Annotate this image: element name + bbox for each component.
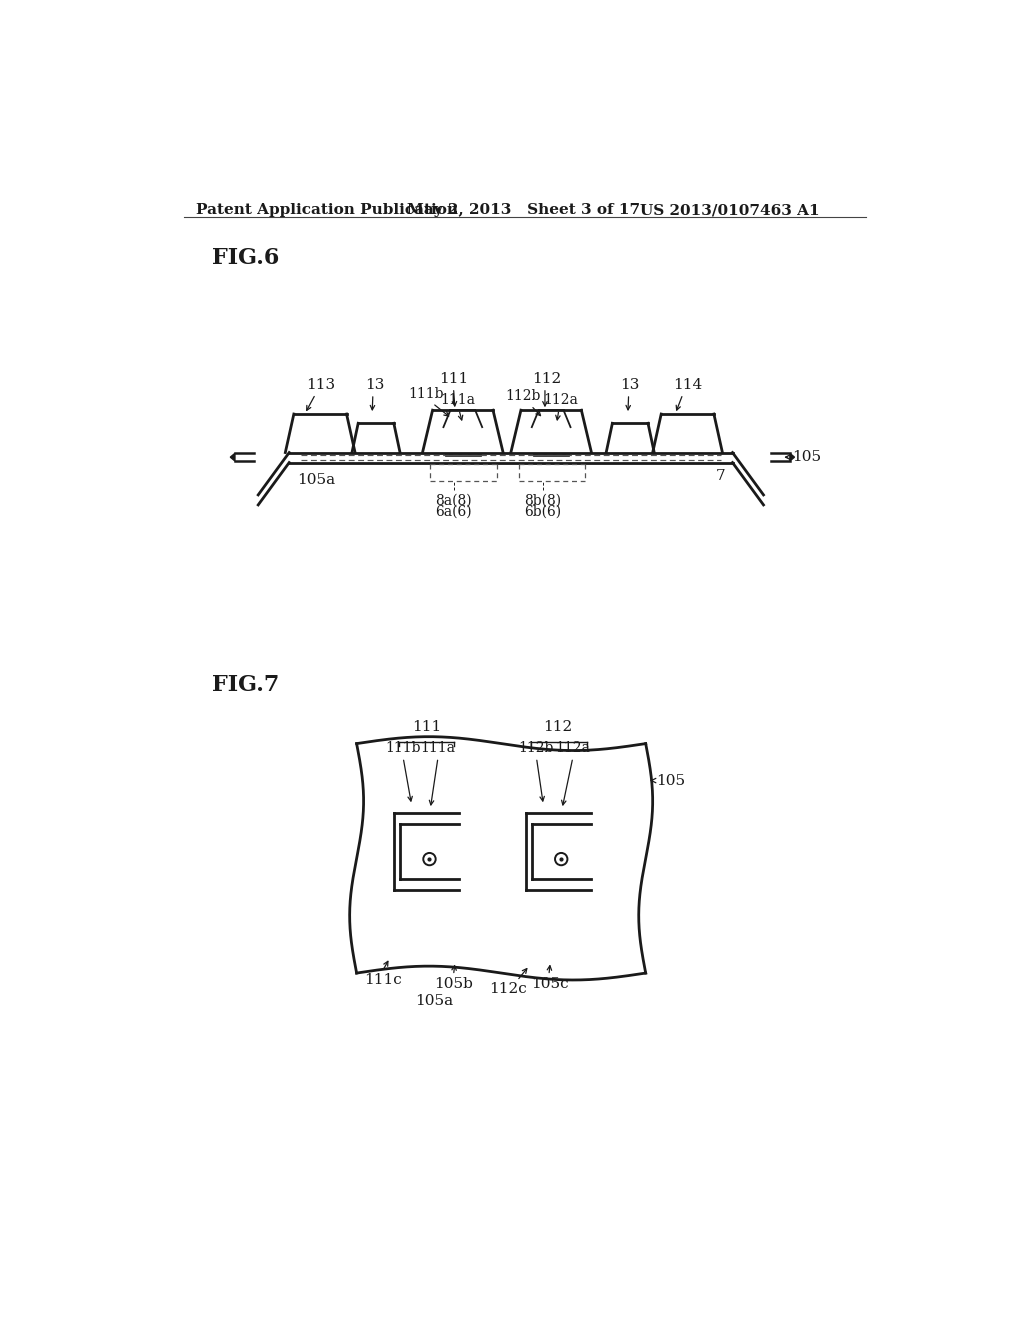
Text: 111: 111: [439, 371, 468, 385]
Text: 113: 113: [305, 378, 335, 392]
Text: 13: 13: [365, 378, 384, 392]
Text: 105c: 105c: [531, 977, 569, 991]
Text: 111c: 111c: [365, 973, 402, 987]
Text: May 2, 2013   Sheet 3 of 17: May 2, 2013 Sheet 3 of 17: [407, 203, 640, 216]
Text: 6b(6): 6b(6): [524, 506, 561, 519]
Text: 112c: 112c: [488, 982, 526, 997]
Text: 105a: 105a: [297, 473, 335, 487]
Text: 111: 111: [412, 721, 441, 734]
Text: 112a: 112a: [555, 741, 590, 755]
Text: FIG.7: FIG.7: [212, 675, 280, 697]
Bar: [445, 453, 480, 457]
Text: 105a: 105a: [415, 994, 454, 1008]
Text: 111b: 111b: [385, 741, 421, 755]
Text: 13: 13: [621, 378, 640, 392]
Text: 6a(6): 6a(6): [435, 506, 472, 519]
Text: 105b: 105b: [434, 977, 473, 991]
Text: 105: 105: [656, 774, 686, 788]
Text: 112b: 112b: [506, 389, 541, 404]
Text: 111a: 111a: [421, 741, 456, 755]
Text: 112b: 112b: [519, 741, 554, 755]
Text: 112a: 112a: [543, 393, 578, 407]
Text: FIG.6: FIG.6: [212, 247, 280, 269]
Text: Patent Application Publication: Patent Application Publication: [197, 203, 458, 216]
Text: 111b: 111b: [409, 387, 444, 401]
Text: 114: 114: [673, 378, 702, 392]
Polygon shape: [790, 453, 795, 461]
Bar: [534, 453, 569, 457]
Text: 112: 112: [531, 371, 561, 385]
Text: 8a(8): 8a(8): [435, 494, 472, 507]
Text: 111a: 111a: [440, 393, 475, 407]
Text: 105: 105: [793, 450, 821, 465]
Polygon shape: [230, 453, 234, 461]
Text: 112: 112: [544, 721, 572, 734]
Text: 8b(8): 8b(8): [524, 494, 561, 507]
Text: US 2013/0107463 A1: US 2013/0107463 A1: [640, 203, 819, 216]
Text: 7: 7: [716, 469, 725, 483]
